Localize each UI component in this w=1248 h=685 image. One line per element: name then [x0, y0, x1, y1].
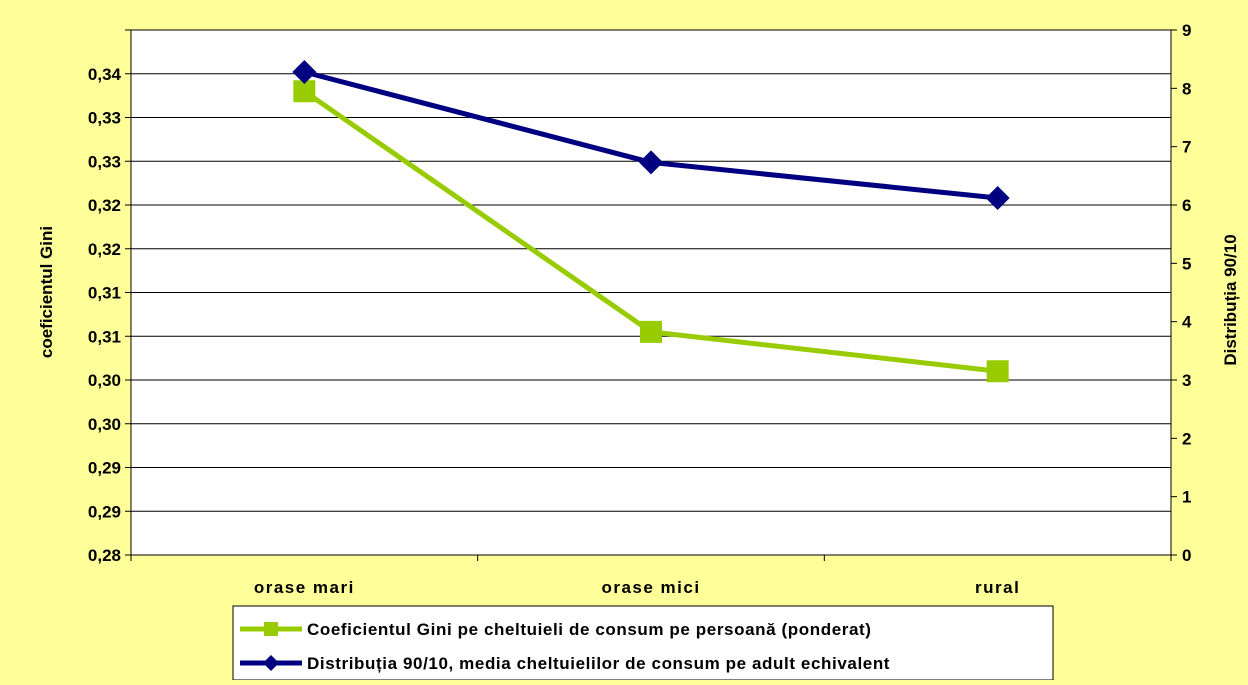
- right-tick-label: 5: [1182, 254, 1191, 273]
- right-tick-label: 4: [1182, 313, 1192, 332]
- data-point-diamond: [985, 186, 1010, 210]
- right-tick-label: 9: [1182, 21, 1191, 40]
- right-tick-label: 6: [1182, 196, 1191, 215]
- left-tick-label: 0,30: [88, 415, 121, 434]
- left-tick-label: 0,31: [88, 327, 121, 346]
- legend-label: Coeficientul Gini pe cheltuieli de consu…: [307, 620, 872, 639]
- legend-label: Distribuția 90/10, media cheltuielilor d…: [307, 654, 890, 673]
- left-tick-label: 0,34: [88, 65, 122, 84]
- category-label: orase mici: [601, 578, 700, 597]
- right-tick-label: 1: [1182, 488, 1191, 507]
- left-tick-label: 0,29: [88, 502, 121, 521]
- data-point-square: [640, 320, 662, 343]
- category-labels: orase mari orase mici rural: [130, 555, 1172, 597]
- right-tick-label: 7: [1182, 138, 1191, 157]
- category-label: rural: [975, 578, 1020, 597]
- data-point-square: [264, 622, 278, 636]
- left-axis-title: coeficientul Gini: [37, 226, 56, 358]
- right-axis-ticks: 0 1 2 3 4 5 6 7 8 9: [1171, 21, 1192, 565]
- left-tick-label: 0,32: [88, 240, 121, 259]
- left-tick-label: 0,30: [88, 371, 121, 390]
- right-tick-label: 3: [1182, 371, 1191, 390]
- right-tick-label: 0: [1182, 546, 1191, 565]
- left-tick-label: 0,29: [88, 459, 121, 478]
- left-tick-label: 0,31: [88, 284, 121, 303]
- gridlines: [131, 29, 1171, 512]
- left-tick-label: 0,32: [88, 196, 121, 215]
- left-tick-label: 0,33: [88, 152, 121, 171]
- right-axis-title: Distribuția 90/10: [1221, 234, 1240, 365]
- left-tick-label: 0,28: [88, 546, 121, 565]
- data-point-diamond: [263, 655, 279, 671]
- series-layer: [292, 60, 1010, 383]
- data-point-square: [293, 80, 316, 103]
- legend: Coeficientul Gini pe cheltuieli de consu…: [232, 605, 1054, 681]
- right-tick-label: 2: [1182, 429, 1191, 448]
- category-label: orase mari: [254, 578, 355, 597]
- left-tick-label: 0,33: [88, 109, 121, 128]
- data-point-square: [986, 360, 1009, 383]
- left-axis-ticks: 0,28 0,29 0,29 0,30 0,30 0,31 0,31 0,32 0,32 0,33…: [88, 29, 131, 565]
- right-tick-label: 8: [1182, 79, 1191, 98]
- legend-box: [232, 605, 1054, 681]
- data-point-diamond: [639, 150, 663, 175]
- data-point-diamond: [292, 60, 317, 84]
